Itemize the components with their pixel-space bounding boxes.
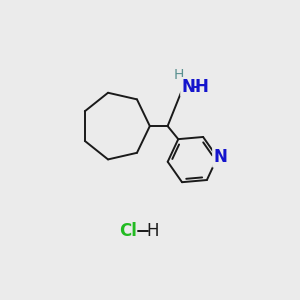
Text: N: N: [181, 78, 195, 96]
Text: N: N: [214, 148, 227, 166]
Text: H: H: [173, 68, 184, 82]
Text: Cl: Cl: [119, 222, 137, 240]
Text: H: H: [146, 222, 158, 240]
Text: H: H: [194, 78, 208, 96]
